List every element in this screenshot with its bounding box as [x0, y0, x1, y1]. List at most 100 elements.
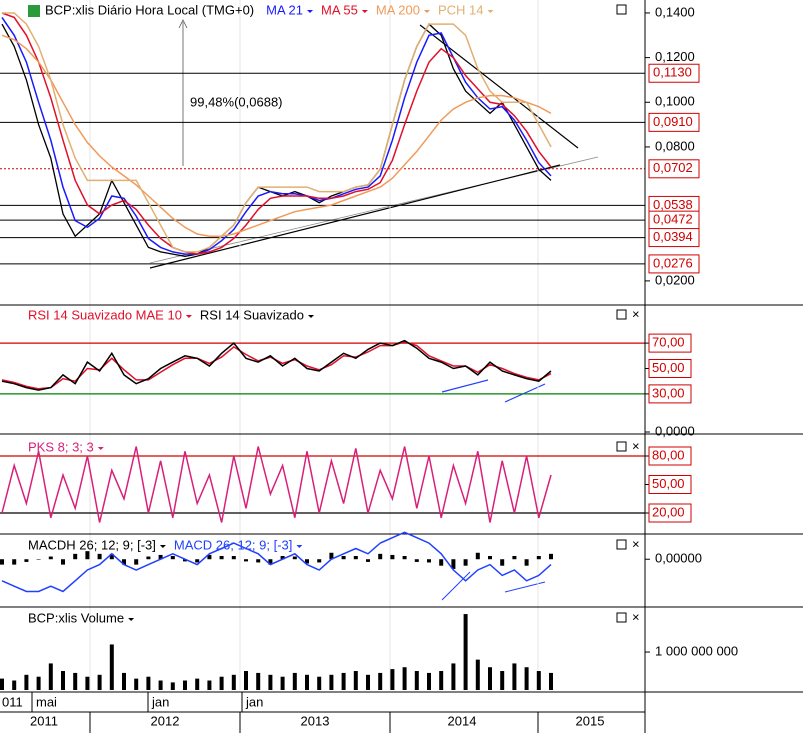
bar — [170, 556, 175, 560]
y-tick-label: 0,0200 — [655, 272, 695, 287]
close-button[interactable]: × — [632, 609, 640, 624]
year-label: 2013 — [301, 713, 330, 728]
series-line — [1, 531, 552, 593]
arrow-head — [178, 19, 188, 29]
level-label: 0,1130 — [653, 65, 692, 80]
bar — [451, 559, 456, 569]
series-line — [1, 16, 552, 255]
bar — [427, 559, 431, 563]
chart-title: BCP:xlis Diário Hora Local (TMG+0) — [45, 2, 254, 17]
bar — [536, 556, 541, 560]
legend-entry: MACDH 26; 12; 9; [-3] — [28, 537, 156, 552]
bar — [73, 553, 78, 560]
bar — [414, 671, 419, 690]
panel-box[interactable] — [616, 612, 627, 623]
y-tick-label: 30,00 — [652, 385, 685, 400]
y-tick-label: 70,00 — [652, 335, 685, 350]
panel-box[interactable] — [616, 441, 627, 452]
bar — [219, 676, 224, 690]
level-label: 0,0538 — [653, 197, 693, 212]
bar — [24, 674, 29, 690]
bar — [414, 559, 419, 562]
bar — [183, 680, 187, 690]
level-box — [648, 112, 700, 132]
bar — [146, 556, 151, 560]
bar — [244, 671, 248, 690]
legend-arrow — [296, 545, 303, 548]
bar — [85, 551, 90, 560]
bar — [146, 676, 151, 690]
y-tick-label: 50,00 — [652, 360, 685, 375]
close-button[interactable]: × — [632, 438, 640, 453]
bar — [475, 659, 480, 690]
bar — [341, 556, 346, 560]
series-line — [2, 12, 552, 253]
tick-box — [648, 503, 692, 523]
y-tick-label: 0,1000 — [655, 94, 695, 109]
bar — [439, 559, 444, 566]
bar — [0, 678, 4, 690]
legend-arrow — [128, 618, 135, 621]
y-tick-label: 0,0000 — [655, 423, 695, 438]
bar — [97, 674, 102, 690]
panel-box[interactable] — [616, 4, 627, 15]
bar — [488, 556, 492, 560]
bar — [97, 553, 102, 560]
bar — [0, 559, 4, 565]
bar — [390, 669, 395, 690]
legend-arrow — [423, 10, 430, 13]
bar — [158, 680, 163, 690]
series-line — [1, 339, 552, 391]
y-tick-label: 0,1400 — [655, 4, 695, 19]
bar — [317, 559, 322, 563]
year-label: 2014 — [448, 713, 477, 728]
bar — [524, 667, 529, 690]
series-line — [1, 446, 552, 523]
bar — [256, 559, 261, 563]
level-box — [648, 159, 700, 179]
bar — [500, 559, 505, 566]
bar — [134, 678, 139, 690]
month-label: jan — [151, 694, 169, 709]
bar — [536, 671, 541, 690]
y-tick-label: 1 000 000 000 — [655, 643, 738, 658]
year-label: 2012 — [151, 713, 180, 728]
tick-box — [648, 359, 692, 378]
month-label: mai — [36, 694, 57, 709]
bar — [195, 559, 200, 563]
bar — [305, 674, 309, 690]
close-button[interactable]: × — [632, 306, 640, 321]
bar — [451, 663, 456, 690]
bar — [12, 680, 17, 690]
bar — [256, 672, 261, 690]
eq-icon — [28, 5, 40, 17]
bar — [366, 559, 370, 562]
bar — [549, 553, 553, 560]
bar — [390, 554, 395, 560]
legend-entry: MACD 26; 12; 9; [-3] — [174, 537, 293, 552]
level-label: 0,0472 — [653, 212, 693, 227]
bar — [329, 674, 334, 690]
trendline — [149, 164, 561, 269]
bar — [500, 671, 505, 690]
tick-box — [648, 475, 692, 494]
panel-box[interactable] — [616, 539, 627, 550]
bar — [231, 674, 236, 690]
bar — [341, 672, 346, 690]
legend-entry: RSI 14 Suavizado — [200, 307, 304, 322]
bar — [268, 559, 273, 565]
close-button[interactable]: × — [632, 536, 640, 551]
level-box — [648, 63, 700, 83]
level-label: 0,0702 — [653, 160, 693, 175]
panel-box[interactable] — [616, 309, 627, 320]
y-tick-label: 0,00000 — [655, 551, 702, 566]
bar — [329, 552, 334, 560]
bar — [366, 674, 370, 690]
bar — [183, 559, 187, 562]
bar — [24, 559, 29, 562]
bar — [195, 678, 200, 690]
legend-arrow — [159, 545, 166, 548]
series-line — [1, 23, 552, 257]
bar — [244, 559, 248, 562]
